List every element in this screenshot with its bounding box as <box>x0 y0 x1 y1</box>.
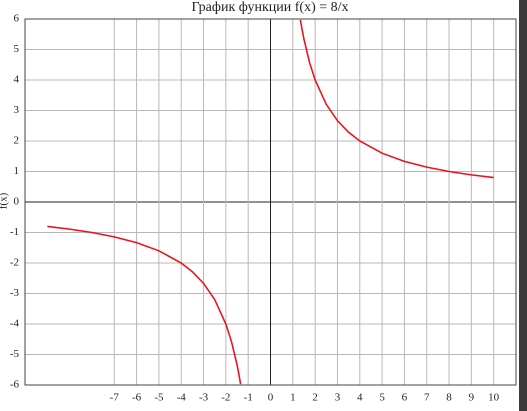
x-tick-label: 7 <box>424 392 430 404</box>
x-tick-label: -4 <box>177 392 187 404</box>
x-tick-label: 0 <box>268 392 274 404</box>
y-axis-label: f(x) <box>0 192 10 209</box>
x-tick-label: 4 <box>357 392 363 404</box>
x-tick-label: -6 <box>132 392 142 404</box>
y-tick-label: 1 <box>14 165 20 177</box>
x-tick-label: 2 <box>312 392 318 404</box>
x-tick-label: -5 <box>154 392 164 404</box>
window-edge <box>519 0 527 411</box>
y-tick-label: 5 <box>14 43 20 55</box>
x-tick-label: 3 <box>335 392 341 404</box>
x-tick-label: 5 <box>379 392 385 404</box>
y-tick-label: -1 <box>10 226 19 238</box>
x-tick-label: -2 <box>221 392 230 404</box>
x-tick-label: 10 <box>488 392 500 404</box>
y-tick-label: -4 <box>10 318 20 330</box>
x-tick-label: -7 <box>110 392 120 404</box>
y-tick-label: -6 <box>10 379 20 391</box>
x-tick-label: -3 <box>199 392 209 404</box>
x-tick-label: 1 <box>290 392 296 404</box>
x-tick-label: 6 <box>402 392 408 404</box>
x-tick-label: 8 <box>446 392 452 404</box>
plot-frame <box>24 18 517 386</box>
y-tick-label: -5 <box>10 348 20 360</box>
y-tick-label: 3 <box>14 104 20 116</box>
y-tick-label: 4 <box>14 74 20 86</box>
x-tick-label: 9 <box>469 392 475 404</box>
y-tick-label: -2 <box>10 257 19 269</box>
y-tick-label: 2 <box>14 135 20 147</box>
y-tick-label: -3 <box>10 287 20 299</box>
function-curve <box>47 19 494 385</box>
chart-title: График функции f(x) = 8/x <box>191 0 348 15</box>
x-tick-label: -1 <box>244 392 253 404</box>
y-tick-label: 0 <box>14 196 20 208</box>
y-tick-label: 6 <box>14 13 20 25</box>
